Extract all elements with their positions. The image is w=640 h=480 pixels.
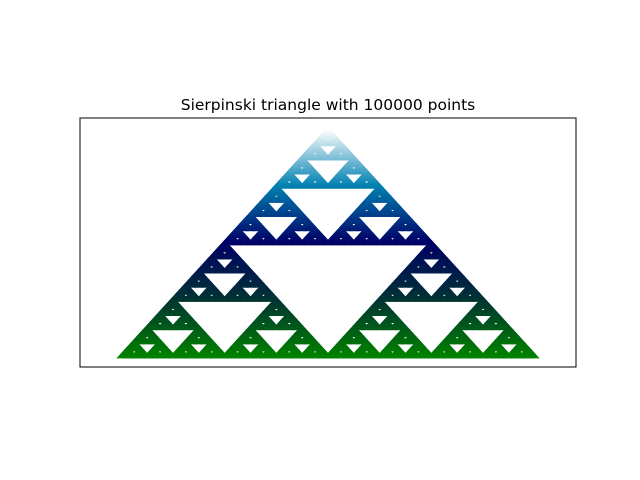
sierpinski-points bbox=[116, 126, 540, 359]
sierpinski-point-cluster bbox=[319, 126, 337, 136]
chart-title: Sierpinski triangle with 100000 points bbox=[181, 96, 476, 114]
